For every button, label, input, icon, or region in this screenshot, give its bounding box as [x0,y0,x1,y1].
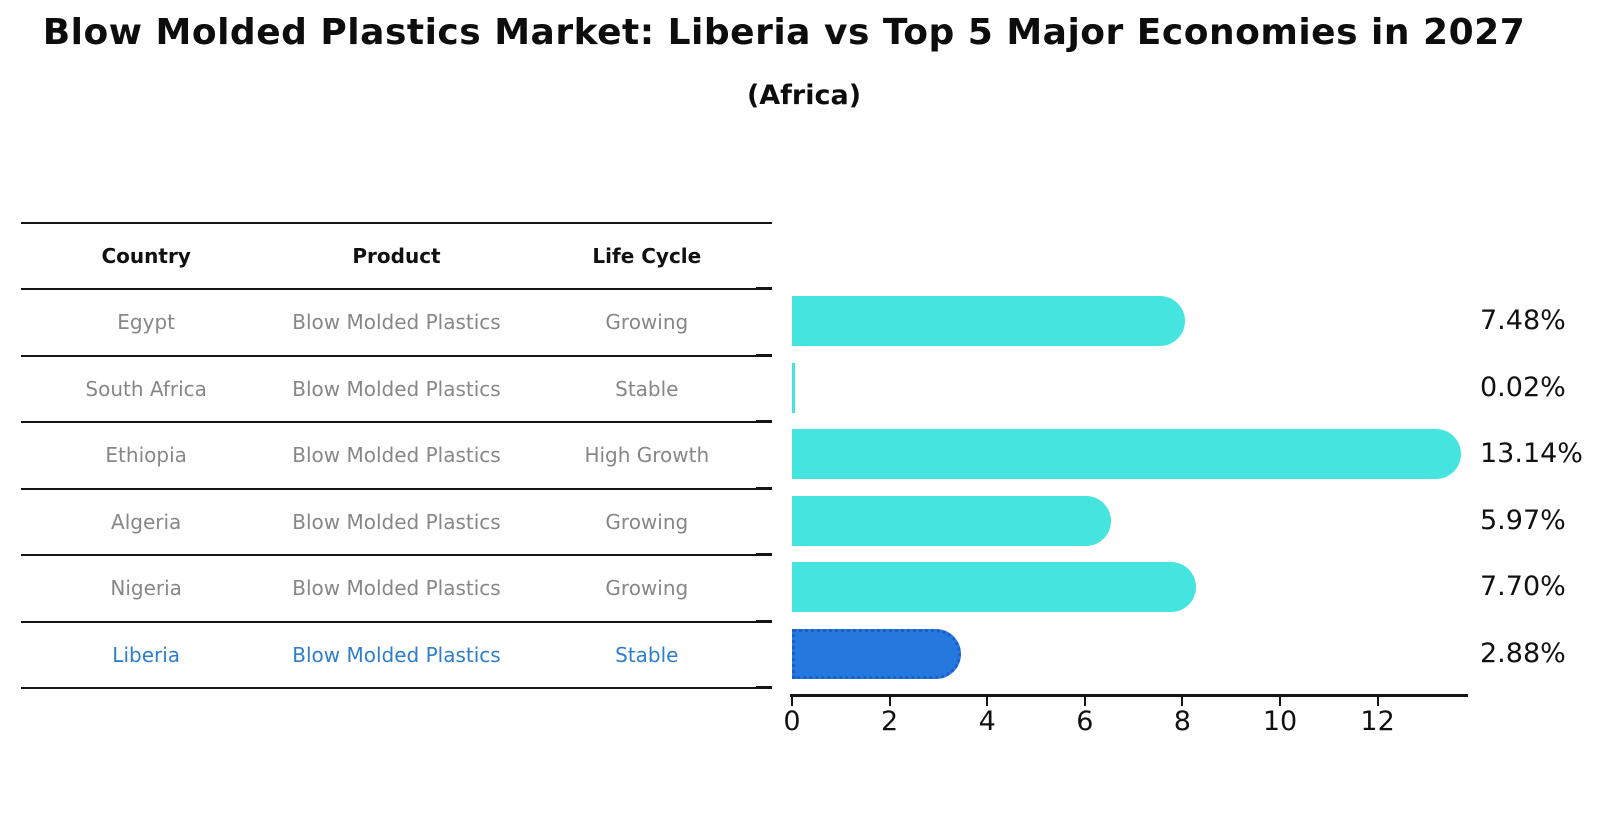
table-row: Algeria Blow Molded Plastics Growing [21,490,772,556]
table-cell-life-cycle: High Growth [584,443,710,468]
x-axis-tick-label: 12 [1360,706,1395,737]
table-cell-product: Blow Molded Plastics [292,509,501,534]
value-label: 2.88% [1480,637,1566,669]
table-header-cell-life-cycle: Life Cycle [592,244,702,268]
value-label: 0.02% [1480,371,1566,403]
x-axis-tick-label: 6 [1076,706,1094,737]
table-cell-life-cycle: Growing [605,310,689,335]
table-cell-country: Algeria [111,509,182,534]
table-cell-country: South Africa [85,376,207,401]
x-axis-tick [1376,696,1379,706]
y-axis-tick [756,420,772,422]
table-header-cell-country: Country [101,244,191,268]
x-axis-tick-label: 10 [1262,706,1298,737]
x-axis-tick-label: 0 [783,706,801,737]
value-label: 7.48% [1480,305,1566,337]
x-axis-tick [1083,696,1086,706]
bar-egypt [792,296,1186,347]
bar-algeria [792,495,1112,546]
table-cell-product: Blow Molded Plastics [292,642,501,667]
table-row: Liberia Blow Molded Plastics Stable [21,623,772,689]
table-cell-product: Blow Molded Plastics [292,310,501,335]
bar-liberia [792,628,961,679]
page-title: Blow Molded Plastics Market: Liberia vs … [42,12,1526,53]
table-cell-country: Liberia [112,642,181,667]
table-header-cell-product: Product [352,244,441,268]
value-label: 13.14% [1480,438,1583,470]
x-axis-tick [888,696,891,706]
value-label: 5.97% [1480,504,1566,536]
table-cell-life-cycle: Stable [615,376,679,401]
y-axis-tick [756,486,772,489]
value-label: 7.70% [1480,571,1566,603]
y-axis-tick [756,619,772,622]
y-axis-tick [756,353,772,356]
page-subtitle: (Africa) [746,80,862,111]
y-axis-tick [756,686,772,688]
x-axis-tick [986,696,989,706]
x-axis-tick [791,696,793,706]
y-axis-tick [756,287,772,289]
bar-ethiopia [792,429,1462,480]
x-axis-tick-label: 2 [881,706,899,737]
x-axis-tick-label: 4 [978,706,996,737]
table-cell-product: Blow Molded Plastics [292,443,501,468]
table-cell-product: Blow Molded Plastics [292,576,501,601]
table-cell-product: Blow Molded Plastics [292,376,501,401]
table-cell-life-cycle: Growing [605,576,689,601]
table-cell-country: Egypt [117,310,176,335]
x-axis-tick [1181,696,1184,706]
table-row: Ethiopia Blow Molded Plastics High Growth [21,423,772,490]
bar-nigeria [792,562,1196,613]
table-cell-life-cycle: Growing [605,509,689,534]
table-cell-country: Nigeria [110,576,182,601]
table-row: South Africa Blow Molded Plastics Stable [21,357,772,423]
data-table: Country Product Life Cycle Egypt Blow Molde… [21,222,772,689]
table-cell-life-cycle: Stable [615,642,679,667]
table-row: Egypt Blow Molded Plastics Growing [21,290,772,357]
table-cell-country: Ethiopia [105,443,187,468]
table-header-row: Country Product Life Cycle [21,224,772,290]
x-axis-line [790,694,1468,697]
bar-south-africa [792,362,795,413]
x-axis-tick-label: 8 [1173,706,1191,737]
table-row: Nigeria Blow Molded Plastics Growing [21,556,772,623]
x-axis-tick [1279,696,1281,706]
y-axis-tick [756,553,772,555]
